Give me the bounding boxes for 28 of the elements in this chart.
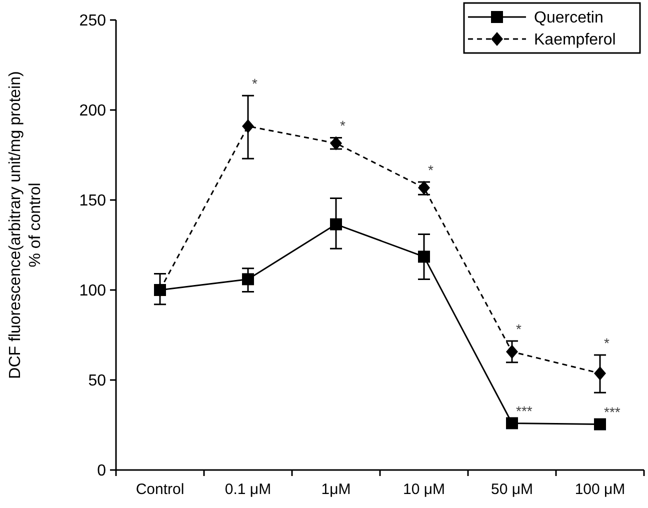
point <box>594 366 606 380</box>
x-tick-label: Control <box>136 481 184 498</box>
y-tick-label: 150 <box>79 192 106 210</box>
annotation: *** <box>516 403 533 420</box>
y-tick-label: 0 <box>97 462 106 480</box>
point <box>242 273 254 286</box>
annotation: * <box>428 162 434 178</box>
annotation: * <box>604 334 610 351</box>
annotation: * <box>340 118 346 134</box>
annotation: * <box>516 320 522 337</box>
y-tick-label: 200 <box>79 102 106 120</box>
point <box>242 119 254 134</box>
y-tick-label: 50 <box>88 372 106 390</box>
annotation: * <box>252 76 258 92</box>
annotation: *** <box>604 404 621 420</box>
point <box>418 250 430 263</box>
x-tick-label: 10 μM <box>403 481 445 498</box>
point <box>506 344 518 359</box>
y-tick-label: 100 <box>79 282 106 300</box>
x-tick-label: 50 μM <box>491 481 533 498</box>
x-tick-label: 0.1 μM <box>224 481 272 498</box>
point <box>330 218 342 230</box>
x-tick-label: 1μM <box>321 481 351 498</box>
legend-label: Quercetin <box>534 10 604 27</box>
legend-label: Kaempferol <box>534 32 616 49</box>
y-axis-title: DCF fluorescence(arbitrary unit/mg protein) % of control <box>7 71 44 379</box>
x-tick-label: 100 μM <box>574 481 626 498</box>
y-tick-label: 250 <box>79 12 106 30</box>
